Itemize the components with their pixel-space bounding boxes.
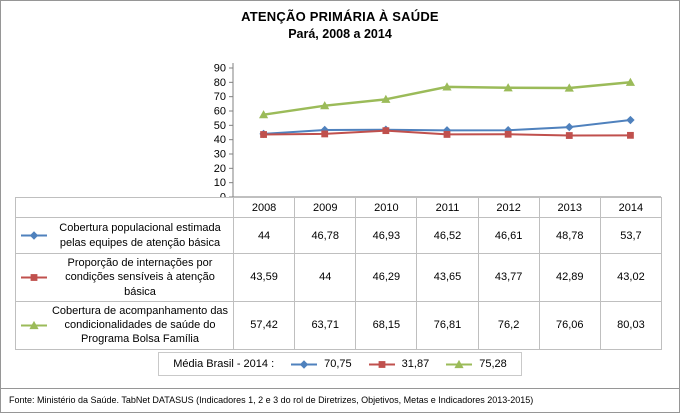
- value-cell: 68,15: [355, 300, 418, 350]
- media-brasil-value: 31,87: [401, 358, 430, 370]
- value-cell: 76,2: [477, 300, 540, 350]
- y-axis-tick-label: 70: [214, 91, 226, 103]
- value-cell: 46,78: [294, 217, 357, 254]
- value-cell: 63,71: [294, 300, 357, 350]
- diamond-marker-icon: [29, 231, 39, 240]
- series-name: Cobertura de acompanhamento das condicio…: [51, 304, 229, 346]
- value-cell: 76,81: [416, 300, 479, 350]
- media-brasil-label: Média Brasil - 2014 :: [173, 358, 275, 370]
- y-axis-tick-label: 20: [214, 163, 226, 175]
- source-note: Fonte: Ministério da Saúde. TabNet DATAS…: [1, 388, 679, 412]
- triangle-marker-icon: [564, 83, 574, 92]
- media-brasil-value: 70,75: [324, 358, 352, 370]
- square-marker-icon: [378, 360, 386, 368]
- year-header: 2009: [294, 197, 357, 218]
- value-cell: 44: [232, 217, 296, 254]
- value-cell: 43,65: [416, 253, 479, 302]
- table-row: Cobertura populacional estimada pelas eq…: [15, 217, 663, 254]
- line-chart-plot-area: 0 10 20 30 40 50 60 70 80 90: [214, 63, 661, 202]
- value-cell: 46,29: [355, 253, 418, 302]
- value-cell: 43,59: [232, 253, 296, 302]
- square-marker-icon: [504, 130, 512, 138]
- legend-cell: Cobertura de acompanhamento das condicio…: [15, 300, 234, 350]
- value-cell: 46,93: [355, 217, 418, 254]
- y-axis-tick-label: 50: [214, 120, 226, 132]
- value-cell: 76,06: [538, 300, 601, 350]
- triangle-marker-icon: [442, 82, 452, 91]
- value-cell: 43,02: [599, 253, 663, 302]
- square-marker-icon: [565, 132, 573, 139]
- year-header: 2011: [416, 197, 479, 218]
- y-axis-tick-label: 10: [214, 177, 226, 189]
- y-axis-tick-label: 80: [214, 77, 226, 89]
- series-square: [260, 127, 634, 139]
- media-brasil-values: 70,75 31,87 75,28: [290, 358, 507, 370]
- triangle-marker-icon: [258, 110, 269, 119]
- triangle-marker-icon: [29, 320, 39, 329]
- table-row: Cobertura de acompanhamento das condicio…: [15, 300, 663, 350]
- value-cell: 57,42: [232, 300, 296, 350]
- triangle-marker-icon: [320, 101, 330, 110]
- chart-data-table: 2008 2009 2010 2011 2012 2013 2014 Cobertura p…: [15, 197, 663, 350]
- media-brasil-item: 75,28: [445, 358, 507, 370]
- triangle-marker-icon: [454, 359, 464, 368]
- legend-cell: Proporção de internações por condições s…: [15, 253, 234, 302]
- value-cell: 48,78: [538, 217, 601, 254]
- year-header: 2013: [538, 197, 601, 218]
- legend-key-triangle-icon: [446, 359, 473, 368]
- media-brasil-item: 70,75: [290, 358, 352, 370]
- series-name: Cobertura populacional estimada pelas eq…: [59, 222, 221, 249]
- y-axis: 0 10 20 30 40 50 60 70 80 90: [214, 63, 661, 202]
- y-axis-tick-label: 90: [214, 63, 226, 75]
- square-marker-icon: [627, 131, 634, 139]
- square-marker-icon: [321, 130, 329, 138]
- media-brasil-box: Média Brasil - 2014 : 70,75 31,87 75,28: [158, 352, 522, 376]
- legend-key-square-icon: [21, 274, 47, 281]
- triangle-marker-icon: [625, 77, 636, 86]
- series-triangle: [258, 77, 636, 119]
- media-brasil-value: 75,28: [479, 358, 507, 370]
- value-cell: 46,52: [416, 217, 479, 254]
- y-axis-tick-label: 60: [214, 106, 226, 118]
- legend-key-diamond-icon: [291, 359, 318, 369]
- chart-subtitle: Pará, 2008 a 2014: [288, 27, 392, 41]
- value-cell: 42,89: [538, 253, 601, 302]
- value-cell: 80,03: [599, 300, 663, 350]
- year-header: 2012: [477, 197, 540, 218]
- year-header: 2014: [599, 197, 663, 218]
- year-header: 2010: [355, 197, 418, 218]
- diamond-marker-icon: [565, 122, 574, 132]
- value-cell: 43,77: [477, 253, 540, 302]
- square-marker-icon: [30, 274, 38, 281]
- series-name: Proporção de internações por condições s…: [65, 257, 215, 298]
- square-marker-icon: [443, 131, 451, 138]
- triangle-marker-icon: [381, 94, 391, 103]
- legend-key-diamond-icon: [21, 231, 47, 240]
- chart-titles: ATENÇÃO PRIMÁRIA À SAÚDE Pará, 2008 a 20…: [1, 9, 679, 41]
- square-marker-icon: [382, 127, 390, 135]
- legend-key-square-icon: [368, 360, 395, 368]
- legend-cell: Cobertura populacional estimada pelas eq…: [15, 217, 234, 254]
- chart-title: ATENÇÃO PRIMÁRIA À SAÚDE: [241, 9, 439, 24]
- diamond-marker-icon: [626, 115, 635, 125]
- y-axis-tick-label: 40: [214, 134, 226, 146]
- value-cell: 44: [294, 253, 357, 302]
- media-brasil-item: 31,87: [368, 358, 430, 370]
- table-header-row: 2008 2009 2010 2011 2012 2013 2014: [15, 197, 663, 218]
- diamond-marker-icon: [299, 359, 309, 369]
- year-header: 2008: [232, 197, 296, 218]
- y-axis-tick-label: 0: [220, 192, 226, 202]
- square-marker-icon: [260, 131, 267, 138]
- y-axis-tick-label: 30: [214, 149, 226, 161]
- table-corner-cell: [15, 197, 234, 218]
- value-cell: 46,61: [477, 217, 540, 254]
- legend-key-triangle-icon: [21, 320, 47, 329]
- table-row: Proporção de internações por condições s…: [15, 253, 663, 302]
- media-brasil-row: Média Brasil - 2014 : 70,75 31,87 75,28: [1, 352, 679, 376]
- triangle-marker-icon: [503, 83, 513, 92]
- value-cell: 53,7: [599, 217, 663, 254]
